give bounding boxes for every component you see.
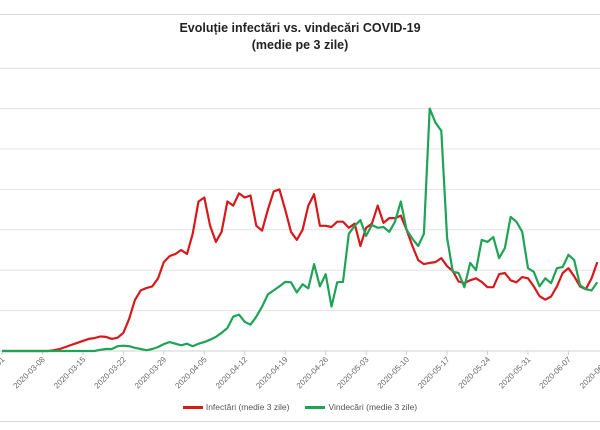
series-line-vindecari [2, 107, 599, 353]
x-tick-label: 2020-03-22 [92, 355, 128, 391]
x-tick-label: 2020-05-17 [416, 355, 452, 391]
x-tick-label: 2020-06-14 [578, 355, 600, 391]
x-tick-label: 2020-04-12 [214, 355, 250, 391]
legend-swatch-green [305, 405, 326, 409]
chart-subtitle: (medie pe 3 zile) [251, 38, 349, 52]
x-tick-label: 2020-06-07 [538, 355, 574, 391]
x-tick-label: 2020-04-26 [295, 355, 331, 391]
legend-item-vindecari: Vindecări (medie 3 zile) [305, 402, 417, 412]
legend-swatch-red [182, 405, 203, 409]
x-tick-label: 2020-03-15 [52, 355, 88, 391]
legend-item-infectari: Infectări (medie 3 zile) [182, 402, 290, 412]
x-tick-label: 2020-05-03 [335, 355, 371, 391]
x-tick-label: 2020-05-10 [376, 355, 412, 391]
x-tick-label: 2020-05-24 [457, 355, 493, 391]
chart-title: Evoluție infectări vs. vindecări COVID-1… [179, 21, 421, 35]
legend-label: Infectări (medie 3 zile) [205, 402, 290, 412]
x-tick-label: 2020-04-05 [173, 355, 209, 391]
chart-frame [0, 14, 600, 422]
x-tick-label: 2020-03-08 [12, 355, 48, 391]
x-tick-label: 2020-03-01 [0, 355, 7, 391]
legend: Infectări (medie 3 zile) Vindecări (medi… [0, 402, 600, 412]
x-tick-label: 2020-03-29 [133, 355, 169, 391]
legend-label: Vindecări (medie 3 zile) [328, 402, 418, 412]
x-tick-label: 2020-04-19 [254, 355, 290, 391]
x-tick-label: 2020-05-31 [497, 355, 533, 391]
series-line-infectari [2, 188, 599, 353]
